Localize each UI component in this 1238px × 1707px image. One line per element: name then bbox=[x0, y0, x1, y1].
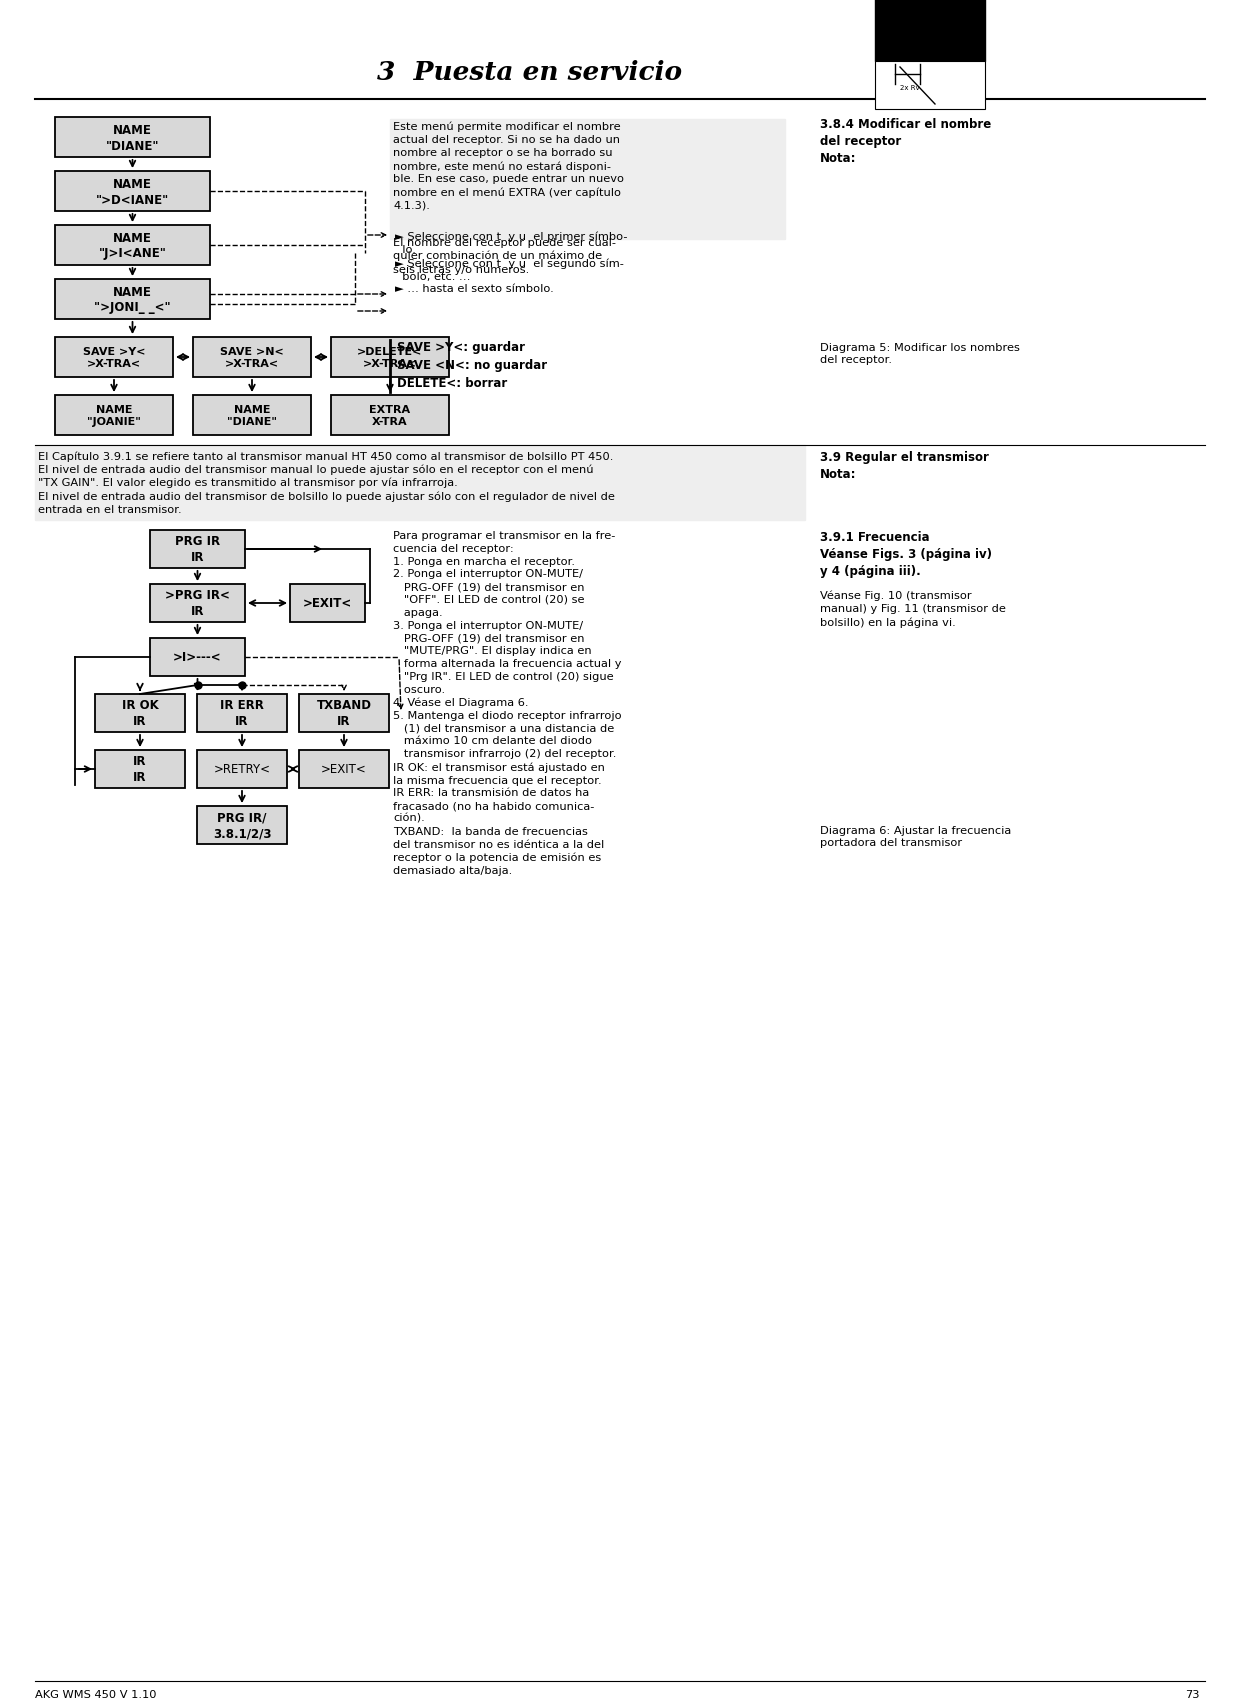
FancyBboxPatch shape bbox=[54, 172, 210, 212]
FancyBboxPatch shape bbox=[150, 586, 245, 623]
Text: >DELETE<
>X-TRA<: >DELETE< >X-TRA< bbox=[358, 347, 422, 369]
Text: AKG WMS 450 V 1.10: AKG WMS 450 V 1.10 bbox=[35, 1688, 156, 1698]
Text: >RETRY<: >RETRY< bbox=[213, 763, 270, 777]
Text: 3  Puesta en servicio: 3 Puesta en servicio bbox=[378, 60, 682, 84]
Bar bbox=[875, 0, 985, 61]
Text: >EXIT<: >EXIT< bbox=[303, 597, 352, 609]
FancyBboxPatch shape bbox=[193, 396, 311, 435]
Text: Diagrama 5: Modificar los nombres
del receptor.: Diagrama 5: Modificar los nombres del re… bbox=[820, 343, 1020, 365]
FancyBboxPatch shape bbox=[197, 806, 287, 845]
Text: 3.9.1 Frecuencia
Véanse Figs. 3 (página iv)
y 4 (página iii).: 3.9.1 Frecuencia Véanse Figs. 3 (página … bbox=[820, 531, 992, 577]
FancyBboxPatch shape bbox=[331, 338, 449, 377]
Text: 73: 73 bbox=[1186, 1688, 1200, 1698]
Text: El Capítulo 3.9.1 se refiere tanto al transmisor manual HT 450 como al transmiso: El Capítulo 3.9.1 se refiere tanto al tr… bbox=[38, 451, 615, 514]
Text: >PRG IR<
IR: >PRG IR< IR bbox=[165, 589, 230, 618]
Text: NAME
">JONI_ _<": NAME ">JONI_ _<" bbox=[94, 285, 171, 314]
Text: El nombre del receptor puede ser cual-
quier combinación de un máximo de
seis le: El nombre del receptor puede ser cual- q… bbox=[392, 237, 617, 275]
FancyBboxPatch shape bbox=[300, 695, 389, 732]
Text: IR ERR
IR: IR ERR IR bbox=[220, 700, 264, 729]
FancyBboxPatch shape bbox=[150, 638, 245, 676]
FancyBboxPatch shape bbox=[150, 531, 245, 568]
Text: SAVE >Y<: guardar
SAVE <N<: no guardar
DELETE<: borrar: SAVE >Y<: guardar SAVE <N<: no guardar D… bbox=[397, 341, 547, 389]
FancyBboxPatch shape bbox=[300, 751, 389, 789]
Text: 3.8.4 Modificar el nombre
del receptor
Nota:: 3.8.4 Modificar el nombre del receptor N… bbox=[820, 118, 992, 166]
Text: >I>---<: >I>---< bbox=[173, 650, 222, 664]
Text: Véanse Fig. 10 (transmisor
manual) y Fig. 11 (transmisor de
bolsillo) en la pági: Véanse Fig. 10 (transmisor manual) y Fig… bbox=[820, 591, 1005, 628]
Text: IR OK
IR: IR OK IR bbox=[121, 700, 158, 729]
Text: PRG IR/
3.8.1/2/3: PRG IR/ 3.8.1/2/3 bbox=[213, 811, 271, 840]
Text: SAVE >Y<
>X-TRA<: SAVE >Y< >X-TRA< bbox=[83, 347, 145, 369]
Text: 3.9 Regular el transmisor
Nota:: 3.9 Regular el transmisor Nota: bbox=[820, 451, 989, 481]
Bar bbox=[35, 446, 805, 521]
Bar bbox=[390, 119, 785, 241]
FancyBboxPatch shape bbox=[331, 396, 449, 435]
Text: NAME
"J>I<ANE": NAME "J>I<ANE" bbox=[99, 232, 166, 261]
FancyBboxPatch shape bbox=[54, 280, 210, 319]
Text: EXTRA
X-TRA: EXTRA X-TRA bbox=[369, 405, 411, 427]
FancyBboxPatch shape bbox=[54, 118, 210, 159]
Text: NAME
"DIANE": NAME "DIANE" bbox=[227, 405, 277, 427]
FancyBboxPatch shape bbox=[95, 751, 184, 789]
Text: NAME
">D<IANE": NAME ">D<IANE" bbox=[95, 178, 170, 207]
Text: Para programar el transmisor en la fre-
cuencia del receptor:
1. Ponga en marcha: Para programar el transmisor en la fre- … bbox=[392, 531, 621, 876]
FancyBboxPatch shape bbox=[54, 225, 210, 266]
FancyBboxPatch shape bbox=[290, 586, 365, 623]
FancyBboxPatch shape bbox=[54, 396, 173, 435]
Text: IR
IR: IR IR bbox=[134, 754, 147, 784]
FancyBboxPatch shape bbox=[54, 338, 173, 377]
Text: PRG IR
IR: PRG IR IR bbox=[175, 536, 220, 565]
Text: Diagrama 6: Ajustar la frecuencia
portadora del transmisor: Diagrama 6: Ajustar la frecuencia portad… bbox=[820, 826, 1011, 848]
Bar bbox=[875, 61, 985, 109]
FancyBboxPatch shape bbox=[193, 338, 311, 377]
Text: ► Seleccione con t  y u  el primer símbo-
  lo.
► Seleccione con t  y u  el segu: ► Seleccione con t y u el primer símbo- … bbox=[395, 232, 628, 294]
Text: Este menú permite modificar el nombre
actual del receptor. Si no se ha dado un
n: Este menú permite modificar el nombre ac… bbox=[392, 121, 624, 210]
Text: SAVE >N<
>X-TRA<: SAVE >N< >X-TRA< bbox=[220, 347, 284, 369]
Text: NAME
"DIANE": NAME "DIANE" bbox=[105, 123, 160, 152]
FancyBboxPatch shape bbox=[197, 751, 287, 789]
FancyBboxPatch shape bbox=[197, 695, 287, 732]
Text: NAME
"JOANIE": NAME "JOANIE" bbox=[87, 405, 141, 427]
Text: 2x Rv: 2x Rv bbox=[900, 85, 920, 90]
Text: TXBAND
IR: TXBAND IR bbox=[317, 700, 371, 729]
FancyBboxPatch shape bbox=[95, 695, 184, 732]
Text: >EXIT<: >EXIT< bbox=[321, 763, 366, 777]
